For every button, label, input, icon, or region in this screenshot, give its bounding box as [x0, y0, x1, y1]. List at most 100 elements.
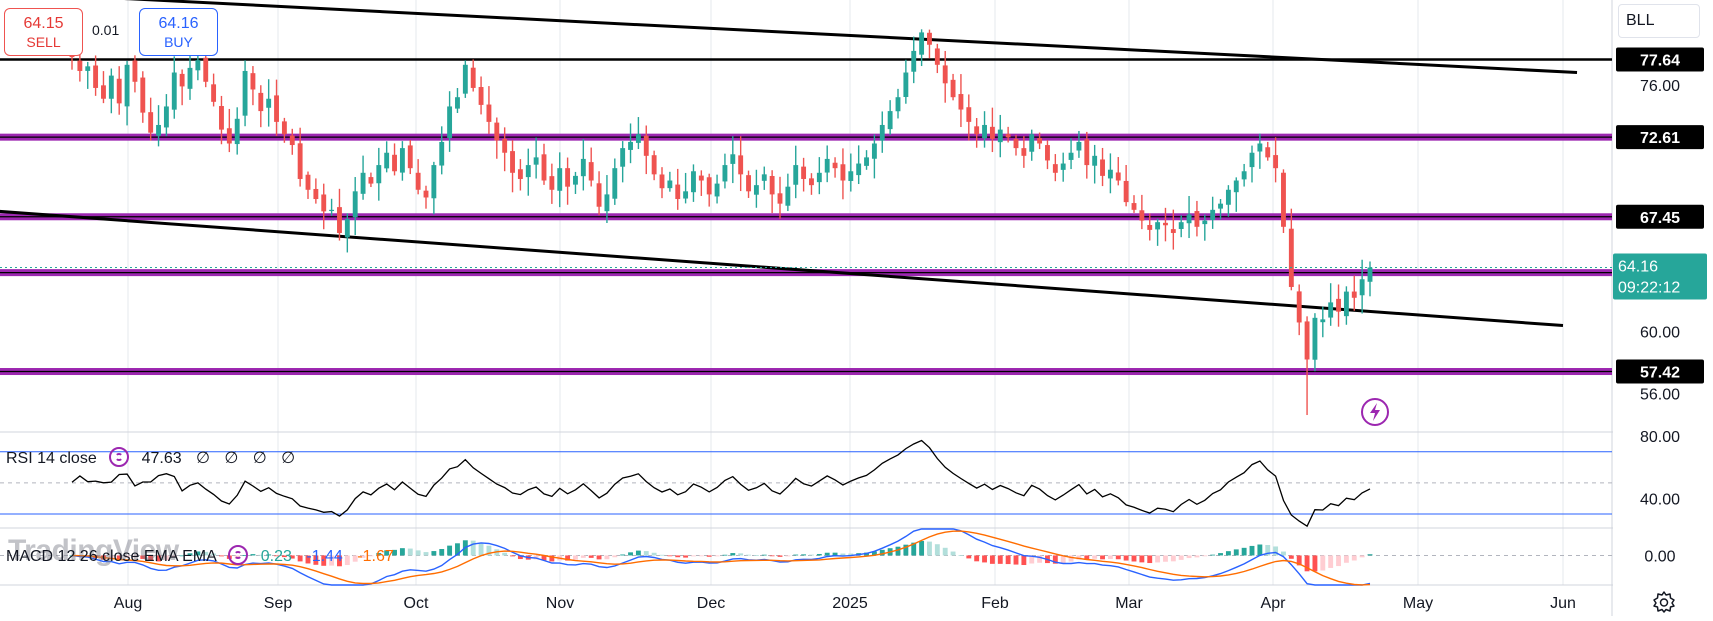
- rsi-legend-extra: ∅: [252, 450, 267, 467]
- indicator-settings-icon[interactable]: [109, 447, 130, 467]
- macd-histogram-bar: [455, 543, 460, 556]
- candle: [266, 79, 272, 127]
- candle-body: [950, 79, 956, 98]
- candle-body: [124, 64, 130, 107]
- macd-histogram-bar: [1115, 555, 1121, 560]
- symbol-label[interactable]: BLL: [1618, 4, 1700, 38]
- candle-body: [77, 60, 83, 71]
- candle: [439, 126, 445, 175]
- candle: [746, 170, 751, 198]
- time-axis-label[interactable]: Sep: [264, 595, 293, 612]
- macd-histogram-bar: [148, 555, 154, 562]
- macd-histogram-bar: [1351, 555, 1357, 561]
- price-level-tag[interactable]: 72.61: [1616, 125, 1704, 150]
- time-axis-label[interactable]: May: [1403, 595, 1433, 612]
- candle-body: [832, 162, 838, 169]
- macd-histogram-bar: [848, 553, 854, 556]
- candle-body: [415, 172, 421, 190]
- candle: [1304, 316, 1310, 416]
- macd-histogram-bar: [274, 555, 279, 557]
- time-axis-label[interactable]: Aug: [114, 595, 142, 612]
- candle: [1115, 157, 1121, 186]
- macd-histogram-bar: [415, 550, 421, 556]
- time-axis-label[interactable]: Oct: [404, 595, 429, 612]
- candle: [1092, 144, 1098, 184]
- time-axis[interactable]: Aug Sep Oct Nov Dec 2025 Feb Mar Apr May Jun: [114, 595, 1576, 612]
- sell-price: 64.15: [23, 15, 64, 32]
- candle-body: [494, 122, 500, 141]
- time-axis-label[interactable]: Apr: [1261, 595, 1287, 612]
- rsi-legend[interactable]: RSI 14 close 47.63 ∅ ∅ ∅ ∅: [6, 447, 305, 468]
- price-level-tag[interactable]: 57.42: [1616, 359, 1704, 384]
- time-axis-label[interactable]: Dec: [697, 595, 725, 612]
- candle-body: [368, 177, 374, 184]
- macd-histogram-bar: [753, 555, 759, 556]
- time-axis-label[interactable]: Feb: [981, 595, 1009, 612]
- candle: [234, 107, 240, 155]
- candle-body: [439, 141, 445, 166]
- macd-histogram-bar: [958, 555, 964, 556]
- time-axis-label[interactable]: Mar: [1115, 595, 1143, 612]
- trendlines[interactable]: [0, 0, 1578, 328]
- candle-body: [93, 65, 99, 88]
- indicator-settings-icon[interactable]: [228, 545, 249, 565]
- candle-body: [533, 157, 539, 165]
- candle-body: [376, 165, 382, 184]
- sell-button[interactable]: 64.15 SELL: [4, 8, 83, 56]
- candle-body: [549, 176, 555, 190]
- candle: [250, 66, 256, 106]
- current-price-tag[interactable]: 64.16 09:22:12: [1613, 253, 1707, 300]
- candle-body: [1163, 222, 1168, 226]
- macd-histogram-bar: [746, 554, 751, 556]
- macd-histogram-bar: [470, 540, 476, 556]
- price-level-tag[interactable]: 67.45: [1616, 204, 1704, 229]
- candle-body: [675, 184, 681, 200]
- time-axis-label[interactable]: 2025: [832, 595, 868, 612]
- candle-body: [864, 157, 869, 166]
- horizontal-levels[interactable]: [0, 58, 1612, 376]
- macd-histogram-bar: [163, 555, 169, 561]
- candle-body: [1241, 171, 1247, 180]
- candle-body: [101, 85, 106, 99]
- candle-body: [1100, 159, 1105, 176]
- candle-body: [1052, 164, 1058, 173]
- macd-histogram-bar: [840, 553, 846, 556]
- macd-legend[interactable]: MACD 12 26 close EMA EMA 0.23 -1.44 -1.6…: [6, 545, 404, 566]
- macd-histogram-bar: [934, 544, 940, 556]
- candle-body: [1068, 152, 1074, 160]
- candle: [407, 140, 413, 175]
- candle: [337, 188, 342, 241]
- candle: [108, 68, 114, 114]
- price-level-tag[interactable]: 77.64: [1616, 47, 1704, 72]
- trendline[interactable]: [2, 0, 1578, 75]
- time-axis-label[interactable]: Nov: [546, 595, 574, 612]
- candle-body: [219, 106, 224, 130]
- candle: [163, 94, 169, 137]
- candle: [588, 147, 594, 187]
- macd-histogram-bar: [486, 545, 492, 556]
- candle-body: [1281, 172, 1286, 227]
- lightning-icon[interactable]: [1360, 397, 1390, 427]
- candle: [777, 176, 783, 219]
- candle: [415, 159, 421, 195]
- candle: [958, 74, 964, 128]
- candle-body: [140, 77, 146, 113]
- candle: [344, 213, 350, 253]
- macd-histogram-bar: [683, 555, 689, 558]
- candle-body: [344, 219, 350, 238]
- candle-body: [266, 98, 272, 108]
- macd-histogram-bar: [871, 551, 877, 556]
- candle: [140, 71, 146, 123]
- buy-button[interactable]: 64.16 BUY: [139, 8, 218, 56]
- candle-body: [1107, 169, 1113, 179]
- candle: [706, 173, 712, 207]
- settings-gear-icon[interactable]: [1652, 590, 1676, 614]
- candle: [258, 85, 264, 128]
- candle-body: [809, 178, 814, 186]
- candle: [793, 145, 799, 199]
- rsi-line: [71, 439, 1371, 528]
- time-axis-label[interactable]: Jun: [1550, 595, 1576, 612]
